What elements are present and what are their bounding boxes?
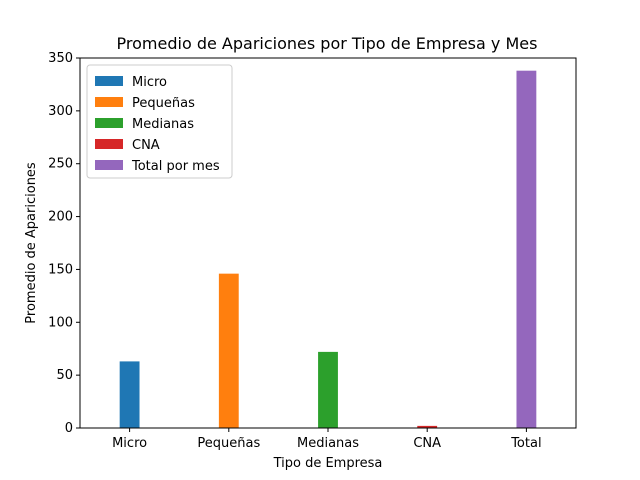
- x-tick-label: Micro: [112, 436, 147, 451]
- bar-micro: [119, 361, 140, 428]
- y-tick-label: 300: [48, 104, 73, 119]
- y-tick-label: 250: [48, 157, 73, 172]
- bar-medianas: [318, 351, 338, 428]
- y-axis-label: Promedio de Apariciones: [24, 162, 39, 324]
- legend-swatch: [95, 139, 123, 149]
- legend-label: Micro: [132, 75, 167, 90]
- bar-total: [516, 70, 537, 428]
- legend-label: Total por mes: [131, 159, 220, 174]
- plot-area: 0 50 100 150 200 250 300 350 Micro Pequeñas Media…: [48, 51, 577, 451]
- y-tick-label: 50: [56, 368, 73, 383]
- legend-swatch: [95, 160, 123, 170]
- x-axis-label: Tipo de Empresa: [273, 456, 383, 471]
- y-tick-label: 100: [48, 315, 73, 330]
- bar-pequeñas: [218, 273, 239, 428]
- x-tick-label: Total: [510, 436, 541, 451]
- chart-title: Promedio de Apariciones por Tipo de Empr…: [117, 34, 538, 53]
- bars: [119, 70, 537, 428]
- legend-label: Medianas: [132, 117, 194, 132]
- y-axis: 0 50 100 150 200 250 300 350: [48, 51, 80, 436]
- x-tick-label: CNA: [413, 436, 441, 451]
- legend-label: CNA: [132, 138, 160, 153]
- legend: Micro Pequeñas Medianas CNA Total por mes: [86, 64, 233, 179]
- x-tick-label: Medianas: [297, 436, 359, 451]
- legend-swatch: [95, 118, 123, 128]
- legend-swatch: [95, 76, 123, 86]
- x-axis: Micro Pequeñas Medianas CNA Total: [112, 428, 542, 451]
- x-tick-label: Pequeñas: [197, 436, 260, 451]
- y-tick-label: 150: [48, 262, 73, 277]
- y-tick-label: 200: [48, 210, 73, 225]
- y-tick-label: 350: [48, 51, 73, 66]
- legend-swatch: [95, 97, 123, 107]
- bar-cna: [417, 425, 438, 428]
- legend-box: [86, 64, 233, 179]
- y-tick-label: 0: [65, 421, 73, 436]
- plot-frame: [79, 57, 577, 429]
- legend-label: Pequeñas: [132, 96, 195, 111]
